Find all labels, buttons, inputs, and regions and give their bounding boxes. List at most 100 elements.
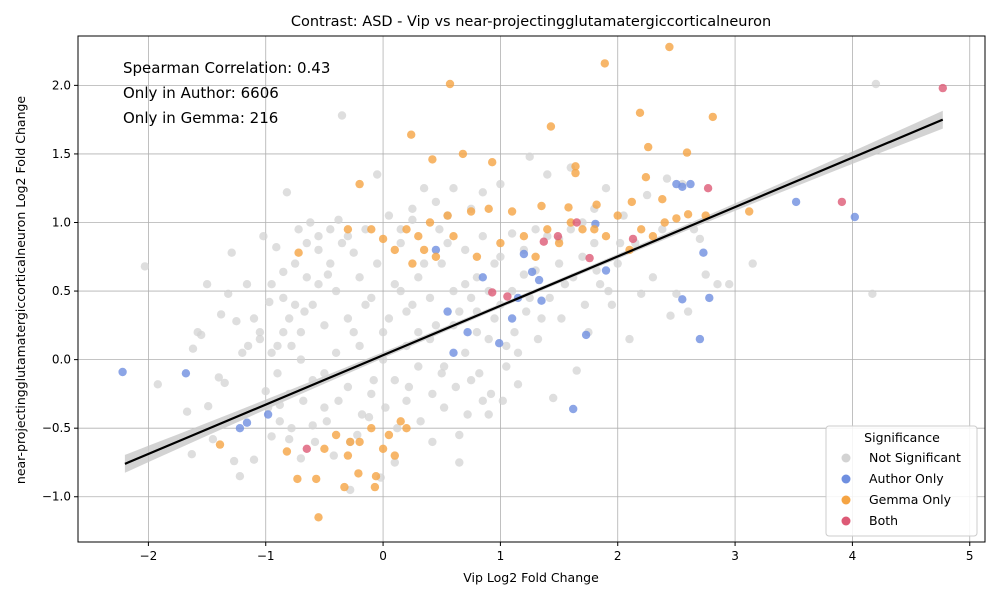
point-gemma-only bbox=[390, 451, 399, 460]
point-not-significant bbox=[357, 410, 367, 419]
point-not-significant bbox=[197, 330, 206, 340]
point-not-significant bbox=[613, 259, 622, 268]
point-not-significant bbox=[229, 456, 239, 466]
point-gemma-only bbox=[445, 79, 455, 89]
point-not-significant bbox=[310, 437, 320, 447]
point-not-significant bbox=[255, 328, 265, 337]
point-not-significant bbox=[378, 328, 388, 337]
point-not-significant bbox=[343, 232, 353, 241]
point-gemma-only bbox=[343, 451, 353, 460]
point-gemma-only bbox=[354, 469, 363, 478]
point-not-significant bbox=[648, 273, 658, 282]
point-not-significant bbox=[287, 424, 296, 433]
point-author-only bbox=[181, 369, 191, 378]
point-not-significant bbox=[378, 355, 388, 364]
point-not-significant bbox=[273, 369, 282, 378]
point-not-significant bbox=[402, 396, 411, 405]
y-axis-ticks: −1.0 −0.5 0.0 0.5 1.0 1.5 2.0 bbox=[42, 78, 78, 504]
point-gemma-only bbox=[294, 248, 303, 257]
point-not-significant bbox=[331, 286, 341, 296]
point-not-significant bbox=[475, 369, 484, 378]
point-not-significant bbox=[472, 273, 482, 282]
legend-marker-gemma-only bbox=[841, 495, 851, 505]
point-not-significant bbox=[355, 341, 364, 351]
point-author-only bbox=[431, 245, 441, 255]
x-tick-label: 5 bbox=[966, 549, 974, 563]
point-gemma-only bbox=[658, 195, 667, 204]
point-not-significant bbox=[320, 403, 329, 412]
point-gemma-only bbox=[466, 207, 476, 216]
point-not-significant bbox=[329, 451, 338, 460]
legend-marker-not-significant bbox=[841, 453, 851, 463]
point-not-significant bbox=[496, 179, 505, 189]
point-gemma-only bbox=[672, 214, 681, 223]
point-not-significant bbox=[396, 238, 405, 248]
x-tick-label: 4 bbox=[849, 549, 857, 563]
point-not-significant bbox=[294, 225, 303, 234]
point-not-significant bbox=[466, 376, 476, 385]
point-author-only bbox=[569, 404, 578, 414]
point-not-significant bbox=[300, 307, 309, 316]
point-author-only bbox=[527, 267, 537, 277]
point-not-significant bbox=[428, 389, 437, 399]
point-gemma-only bbox=[384, 430, 394, 440]
point-not-significant bbox=[416, 417, 425, 426]
point-not-significant bbox=[560, 280, 570, 289]
point-gemma-only bbox=[546, 122, 556, 131]
point-gemma-only bbox=[370, 482, 380, 492]
point-not-significant bbox=[463, 410, 472, 419]
point-gemma-only bbox=[682, 148, 692, 157]
point-not-significant bbox=[408, 204, 417, 213]
legend-marker-both bbox=[841, 516, 851, 526]
point-gemma-only bbox=[708, 112, 717, 122]
point-gemma-only bbox=[443, 211, 452, 220]
point-gemma-only bbox=[312, 474, 321, 484]
point-not-significant bbox=[455, 307, 464, 316]
point-not-significant bbox=[419, 259, 429, 268]
point-gemma-only bbox=[600, 59, 609, 68]
point-not-significant bbox=[275, 417, 284, 426]
point-not-significant bbox=[279, 328, 288, 337]
point-not-significant bbox=[513, 380, 523, 389]
point-not-significant bbox=[431, 197, 441, 207]
point-not-significant bbox=[369, 376, 378, 385]
point-gemma-only bbox=[484, 204, 493, 213]
legend: Significance Not Significant Author Only… bbox=[825, 425, 978, 537]
point-gemma-only bbox=[507, 207, 517, 216]
point-gemma-only bbox=[488, 158, 497, 167]
point-not-significant bbox=[658, 225, 667, 234]
point-not-significant bbox=[255, 334, 265, 344]
y-tick-label: 1.0 bbox=[52, 215, 71, 229]
point-gemma-only bbox=[320, 444, 329, 453]
point-not-significant bbox=[502, 341, 511, 351]
point-gemma-only bbox=[458, 149, 468, 159]
chart-title: Contrast: ASD - Vip vs near-projectinggl… bbox=[291, 14, 771, 30]
x-tick-label: −1 bbox=[257, 549, 275, 563]
point-gemma-only bbox=[367, 225, 376, 234]
point-not-significant bbox=[202, 280, 212, 289]
point-not-significant bbox=[308, 421, 317, 430]
point-author-only bbox=[507, 314, 517, 323]
point-gemma-only bbox=[644, 142, 653, 152]
point-not-significant bbox=[296, 328, 306, 337]
regression-line-group bbox=[124, 118, 944, 465]
point-gemma-only bbox=[519, 232, 529, 241]
point-not-significant bbox=[242, 280, 252, 289]
point-gemma-only bbox=[496, 238, 505, 248]
point-not-significant bbox=[484, 410, 493, 419]
point-not-significant bbox=[238, 348, 247, 357]
point-not-significant bbox=[439, 362, 449, 371]
point-not-significant bbox=[531, 225, 540, 234]
point-not-significant bbox=[353, 430, 362, 440]
point-gemma-only bbox=[215, 440, 225, 449]
y-axis-label: near-projectingglutamatergiccorticalneur… bbox=[13, 96, 28, 485]
point-not-significant bbox=[364, 413, 374, 422]
point-not-significant bbox=[308, 376, 317, 385]
point-not-significant bbox=[510, 328, 519, 337]
point-not-significant bbox=[683, 307, 693, 316]
point-gemma-only bbox=[683, 210, 693, 219]
point-not-significant bbox=[437, 259, 446, 268]
point-gemma-only bbox=[407, 130, 416, 139]
point-author-only bbox=[791, 197, 801, 207]
point-not-significant bbox=[498, 396, 507, 405]
